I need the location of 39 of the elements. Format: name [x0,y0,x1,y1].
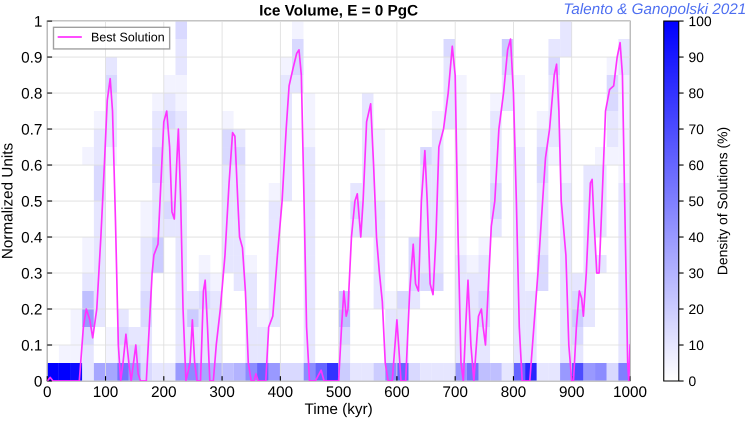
legend-label: Best Solution [92,32,164,42]
chart-title: Ice Volume, E = 0 PgC [260,4,418,19]
x-tick-label: 200 [152,386,176,398]
y-tick-label: 0.1 [22,340,42,351]
color-bar-label: 100 [690,16,712,26]
x-tick-label: 0 [44,386,51,398]
y-tick-label: 0.9 [22,52,42,63]
x-tick-label: 900 [560,386,584,398]
x-tick-label: 500 [326,386,351,398]
color-bar-title: Density of Solutions (%) [717,128,730,274]
x-tick-label: 100 [94,386,118,398]
x-tick-label: 600 [384,386,410,398]
y-tick-label: 1 [35,16,42,27]
color-bar-label: 20 [689,304,704,314]
color-bar-label: 40 [688,232,704,242]
y-tick-label: 0.5 [22,196,42,207]
y-tick-label: 0.4 [22,232,42,243]
x-tick-label: 1000 [614,386,646,398]
color-bar-label: 30 [689,268,704,278]
x-tick-label: 300 [210,386,234,398]
y-tick-label: 0.7 [22,124,42,135]
y-tick-label: 0 [34,376,42,387]
color-bar-label: 60 [689,160,704,170]
x-axis-title: Time (kyr) [304,402,372,418]
y-tick-label: 0.2 [22,304,42,315]
x-tick-label: 700 [443,386,468,398]
y-tick-label: 0.8 [22,88,42,99]
color-bar-label: 80 [689,88,704,98]
text: Talento & Ganopolski 2021 [564,2,745,18]
x-tick-label: 800 [501,386,526,398]
x-tick-label: 400 [268,386,292,398]
color-bar-label: 50 [689,196,704,206]
color-bar-label: 0 [689,376,696,386]
y-tick-label: 0.6 [22,160,42,171]
color-bar-label: 90 [689,52,704,62]
y-tick-label: 0.3 [22,268,42,279]
color-bar-label: 10 [690,340,704,350]
y-axis-title: Normalized Units [1,143,13,258]
color-bar-label: 70 [689,124,704,134]
